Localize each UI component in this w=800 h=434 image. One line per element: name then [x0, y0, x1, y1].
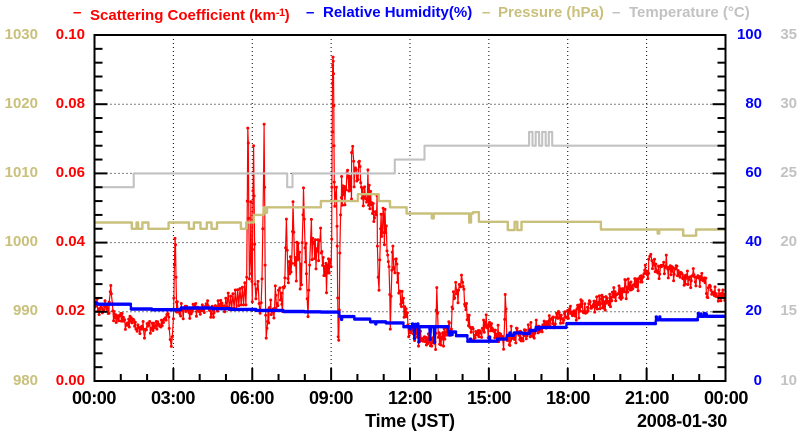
xtick-3: 09:00 — [308, 388, 354, 408]
x-axis-title: Time (JST) — [365, 411, 455, 431]
chart-legend: – Scattering Coefficient (km-1) – Relati… — [0, 4, 800, 24]
ytick-pressure-5: 980 — [12, 372, 38, 389]
ytick-scattering-1: 0.08 — [55, 95, 85, 112]
ytick-temperature-3: 20 — [780, 233, 797, 250]
xtick-1: 03:00 — [150, 388, 196, 408]
xtick-6: 18:00 — [545, 388, 591, 408]
ytick-pressure-3: 1000 — [4, 233, 38, 250]
legend-dash-temperature: – — [612, 4, 621, 21]
ytick-humidity-2: 60 — [745, 164, 762, 181]
legend-label-humidity: Relative Humidity(%) — [323, 4, 473, 21]
ytick-temperature-0: 35 — [780, 26, 797, 43]
ytick-pressure-4: 990 — [12, 302, 38, 319]
ytick-scattering-0: 0.10 — [55, 26, 85, 43]
ytick-humidity-5: 0 — [753, 372, 762, 389]
xtick-0: 00:00 — [71, 388, 117, 408]
ytick-pressure-0: 1030 — [4, 26, 38, 43]
legend-label-temperature: Temperature (°C) — [629, 4, 750, 21]
legend-label-scattering: Scattering Coefficient (km-1) — [90, 7, 290, 24]
ytick-scattering-4: 0.02 — [55, 302, 85, 319]
legend-dash-humidity: – — [306, 4, 315, 21]
date-annotation: 2008-01-30 — [636, 411, 728, 431]
ytick-scattering-5: 0.00 — [55, 372, 85, 389]
ytick-temperature-4: 15 — [780, 302, 797, 319]
ytick-temperature-5: 10 — [780, 372, 797, 389]
legend-dash-pressure: – — [482, 4, 491, 21]
ytick-humidity-3: 40 — [745, 233, 762, 250]
xtick-5: 15:00 — [466, 388, 512, 408]
xtick-8: 00:00 — [703, 388, 749, 408]
ytick-humidity-4: 20 — [745, 302, 762, 319]
ytick-scattering-3: 0.04 — [55, 233, 85, 250]
xtick-7: 21:00 — [624, 388, 670, 408]
ytick-temperature-1: 30 — [780, 95, 797, 112]
ytick-scattering-2: 0.06 — [55, 164, 85, 181]
legend-label-pressure: Pressure (hPa) — [498, 4, 604, 21]
ytick-temperature-2: 25 — [780, 164, 797, 181]
xtick-2: 06:00 — [229, 388, 275, 408]
ytick-humidity-1: 80 — [745, 95, 762, 112]
legend-dash-scattering: – — [73, 4, 82, 21]
xtick-4: 12:00 — [387, 388, 433, 408]
ytick-pressure-1: 1020 — [4, 95, 38, 112]
ytick-humidity-0: 100 — [736, 26, 762, 43]
ytick-pressure-2: 1010 — [4, 164, 38, 181]
